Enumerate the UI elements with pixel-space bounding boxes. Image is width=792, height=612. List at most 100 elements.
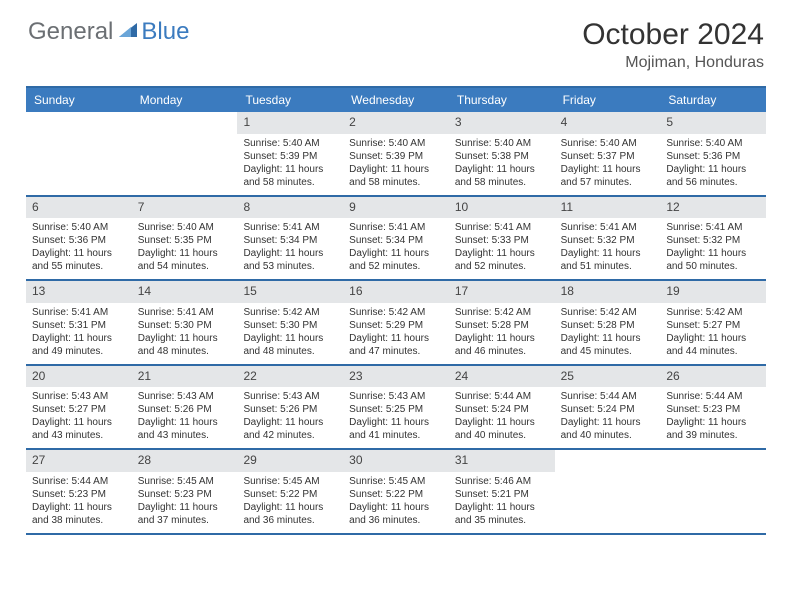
day-number: 4 bbox=[555, 112, 661, 134]
header: General Blue October 2024 Mojiman, Hondu… bbox=[0, 0, 792, 80]
day-number: 26 bbox=[660, 366, 766, 388]
sunrise-text: Sunrise: 5:40 AM bbox=[349, 137, 443, 150]
daylight-text: Daylight: 11 hours and 55 minutes. bbox=[32, 247, 126, 273]
sunrise-text: Sunrise: 5:41 AM bbox=[32, 306, 126, 319]
day-number: 20 bbox=[26, 366, 132, 388]
sunset-text: Sunset: 5:34 PM bbox=[349, 234, 443, 247]
daylight-text: Daylight: 11 hours and 58 minutes. bbox=[455, 163, 549, 189]
sunset-text: Sunset: 5:32 PM bbox=[561, 234, 655, 247]
week-row: 6Sunrise: 5:40 AMSunset: 5:36 PMDaylight… bbox=[26, 197, 766, 282]
day-number: 25 bbox=[555, 366, 661, 388]
sunset-text: Sunset: 5:24 PM bbox=[455, 403, 549, 416]
day-number: 30 bbox=[343, 450, 449, 472]
day-number: 16 bbox=[343, 281, 449, 303]
day-body: Sunrise: 5:45 AMSunset: 5:23 PMDaylight:… bbox=[132, 472, 238, 533]
day-cell: 8Sunrise: 5:41 AMSunset: 5:34 PMDaylight… bbox=[237, 197, 343, 280]
day-cell: 14Sunrise: 5:41 AMSunset: 5:30 PMDayligh… bbox=[132, 281, 238, 364]
day-body: Sunrise: 5:41 AMSunset: 5:32 PMDaylight:… bbox=[555, 218, 661, 279]
daylight-text: Daylight: 11 hours and 36 minutes. bbox=[349, 501, 443, 527]
day-header-sat: Saturday bbox=[660, 88, 766, 112]
day-body: Sunrise: 5:41 AMSunset: 5:33 PMDaylight:… bbox=[449, 218, 555, 279]
day-cell: 9Sunrise: 5:41 AMSunset: 5:34 PMDaylight… bbox=[343, 197, 449, 280]
day-body: Sunrise: 5:40 AMSunset: 5:36 PMDaylight:… bbox=[26, 218, 132, 279]
week-row: 27Sunrise: 5:44 AMSunset: 5:23 PMDayligh… bbox=[26, 450, 766, 535]
sunset-text: Sunset: 5:23 PM bbox=[666, 403, 760, 416]
day-body: Sunrise: 5:41 AMSunset: 5:31 PMDaylight:… bbox=[26, 303, 132, 364]
daylight-text: Daylight: 11 hours and 39 minutes. bbox=[666, 416, 760, 442]
day-cell: 2Sunrise: 5:40 AMSunset: 5:39 PMDaylight… bbox=[343, 112, 449, 195]
sunrise-text: Sunrise: 5:44 AM bbox=[666, 390, 760, 403]
day-body: Sunrise: 5:40 AMSunset: 5:38 PMDaylight:… bbox=[449, 134, 555, 195]
sunset-text: Sunset: 5:26 PM bbox=[138, 403, 232, 416]
sunrise-text: Sunrise: 5:40 AM bbox=[455, 137, 549, 150]
daylight-text: Daylight: 11 hours and 36 minutes. bbox=[243, 501, 337, 527]
day-body: Sunrise: 5:40 AMSunset: 5:39 PMDaylight:… bbox=[343, 134, 449, 195]
day-number: 13 bbox=[26, 281, 132, 303]
sunset-text: Sunset: 5:27 PM bbox=[666, 319, 760, 332]
day-number: 5 bbox=[660, 112, 766, 134]
daylight-text: Daylight: 11 hours and 43 minutes. bbox=[32, 416, 126, 442]
day-number: 27 bbox=[26, 450, 132, 472]
day-number: 18 bbox=[555, 281, 661, 303]
day-number: 15 bbox=[237, 281, 343, 303]
page-title: October 2024 bbox=[582, 18, 764, 52]
day-cell: 21Sunrise: 5:43 AMSunset: 5:26 PMDayligh… bbox=[132, 366, 238, 449]
day-number: 17 bbox=[449, 281, 555, 303]
sunrise-text: Sunrise: 5:45 AM bbox=[243, 475, 337, 488]
day-body: Sunrise: 5:42 AMSunset: 5:27 PMDaylight:… bbox=[660, 303, 766, 364]
sunset-text: Sunset: 5:32 PM bbox=[666, 234, 760, 247]
day-cell bbox=[26, 112, 132, 195]
daylight-text: Daylight: 11 hours and 45 minutes. bbox=[561, 332, 655, 358]
sunrise-text: Sunrise: 5:41 AM bbox=[455, 221, 549, 234]
sunset-text: Sunset: 5:25 PM bbox=[349, 403, 443, 416]
sunset-text: Sunset: 5:33 PM bbox=[455, 234, 549, 247]
day-cell: 23Sunrise: 5:43 AMSunset: 5:25 PMDayligh… bbox=[343, 366, 449, 449]
daylight-text: Daylight: 11 hours and 57 minutes. bbox=[561, 163, 655, 189]
day-number: 23 bbox=[343, 366, 449, 388]
day-number: 10 bbox=[449, 197, 555, 219]
weeks-container: 1Sunrise: 5:40 AMSunset: 5:39 PMDaylight… bbox=[26, 112, 766, 535]
sunrise-text: Sunrise: 5:40 AM bbox=[666, 137, 760, 150]
day-cell bbox=[132, 112, 238, 195]
daylight-text: Daylight: 11 hours and 52 minutes. bbox=[349, 247, 443, 273]
logo-text-gray: General bbox=[28, 18, 113, 46]
daylight-text: Daylight: 11 hours and 43 minutes. bbox=[138, 416, 232, 442]
day-cell: 17Sunrise: 5:42 AMSunset: 5:28 PMDayligh… bbox=[449, 281, 555, 364]
sunrise-text: Sunrise: 5:41 AM bbox=[138, 306, 232, 319]
sunrise-text: Sunrise: 5:42 AM bbox=[349, 306, 443, 319]
daylight-text: Daylight: 11 hours and 37 minutes. bbox=[138, 501, 232, 527]
day-body: Sunrise: 5:41 AMSunset: 5:34 PMDaylight:… bbox=[343, 218, 449, 279]
calendar: Sunday Monday Tuesday Wednesday Thursday… bbox=[26, 86, 766, 535]
sunrise-text: Sunrise: 5:45 AM bbox=[138, 475, 232, 488]
day-cell: 26 Sunrise: 5:44 AMSunset: 5:23 PMDayligh… bbox=[660, 366, 766, 449]
sunset-text: Sunset: 5:24 PM bbox=[561, 403, 655, 416]
sunset-text: Sunset: 5:29 PM bbox=[349, 319, 443, 332]
daylight-text: Daylight: 11 hours and 54 minutes. bbox=[138, 247, 232, 273]
day-body: Sunrise: 5:43 AMSunset: 5:26 PMDaylight:… bbox=[237, 387, 343, 448]
day-body: Sunrise: 5:45 AMSunset: 5:22 PMDaylight:… bbox=[237, 472, 343, 533]
sunrise-text: Sunrise: 5:42 AM bbox=[243, 306, 337, 319]
daylight-text: Daylight: 11 hours and 51 minutes. bbox=[561, 247, 655, 273]
daylight-text: Daylight: 11 hours and 58 minutes. bbox=[349, 163, 443, 189]
daylight-text: Daylight: 11 hours and 47 minutes. bbox=[349, 332, 443, 358]
sunrise-text: Sunrise: 5:41 AM bbox=[349, 221, 443, 234]
day-body: Sunrise: 5:43 AMSunset: 5:26 PMDaylight:… bbox=[132, 387, 238, 448]
day-cell: 5Sunrise: 5:40 AMSunset: 5:36 PMDaylight… bbox=[660, 112, 766, 195]
sunrise-text: Sunrise: 5:43 AM bbox=[32, 390, 126, 403]
sunset-text: Sunset: 5:34 PM bbox=[243, 234, 337, 247]
day-number: 6 bbox=[26, 197, 132, 219]
day-body: Sunrise: 5:43 AMSunset: 5:27 PMDaylight:… bbox=[26, 387, 132, 448]
day-body: Sunrise: 5:40 AMSunset: 5:39 PMDaylight:… bbox=[237, 134, 343, 195]
day-header-fri: Friday bbox=[555, 88, 661, 112]
day-number: 28 bbox=[132, 450, 238, 472]
day-number: 8 bbox=[237, 197, 343, 219]
day-header-thu: Thursday bbox=[449, 88, 555, 112]
day-cell bbox=[660, 450, 766, 533]
day-body: Sunrise: 5:40 AMSunset: 5:37 PMDaylight:… bbox=[555, 134, 661, 195]
title-block: October 2024 Mojiman, Honduras bbox=[582, 18, 764, 72]
day-cell: 11Sunrise: 5:41 AMSunset: 5:32 PMDayligh… bbox=[555, 197, 661, 280]
day-body: Sunrise: 5:43 AMSunset: 5:25 PMDaylight:… bbox=[343, 387, 449, 448]
sunset-text: Sunset: 5:30 PM bbox=[138, 319, 232, 332]
day-body: Sunrise: 5:42 AMSunset: 5:28 PMDaylight:… bbox=[555, 303, 661, 364]
sunset-text: Sunset: 5:27 PM bbox=[32, 403, 126, 416]
